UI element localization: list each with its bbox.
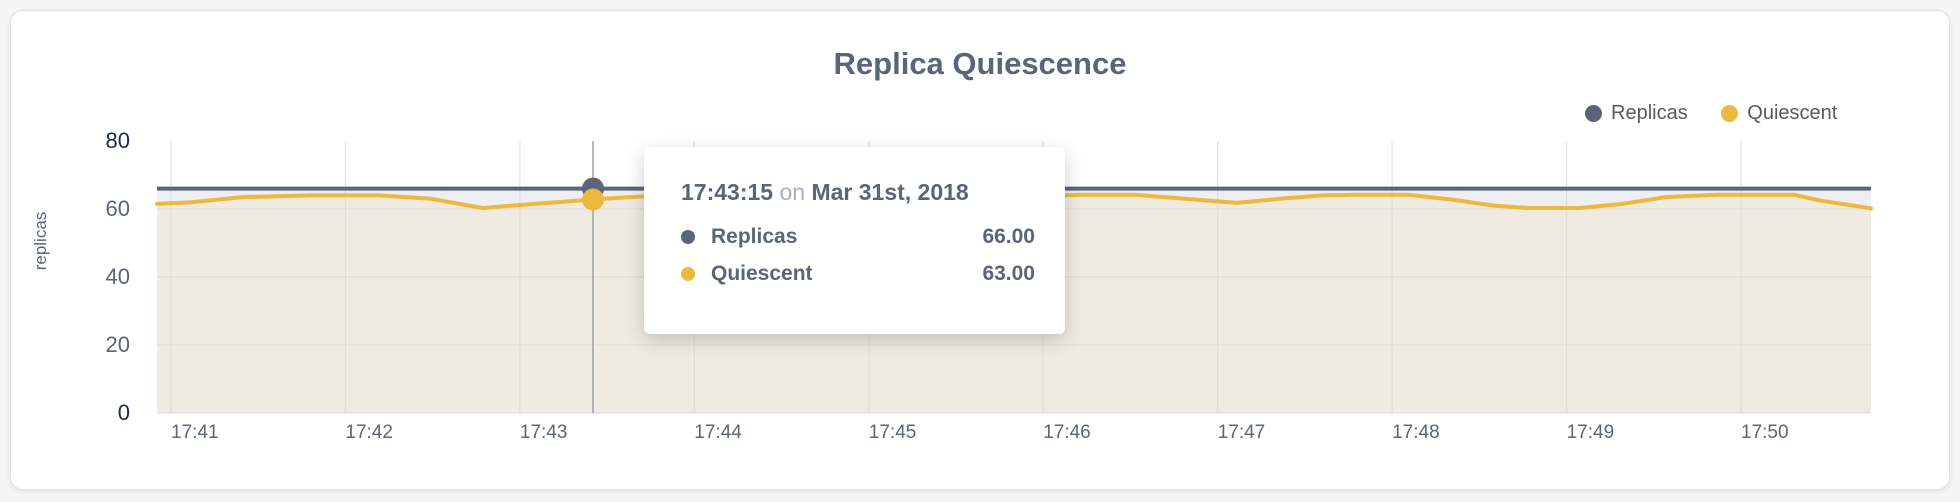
svg-text:17:44: 17:44 [694,422,742,443]
svg-text:17:50: 17:50 [1741,422,1789,443]
svg-text:17:42: 17:42 [345,422,393,443]
svg-text:0: 0 [118,400,130,425]
svg-text:17:41: 17:41 [171,422,219,443]
svg-text:17:47: 17:47 [1218,422,1266,443]
svg-text:17:46: 17:46 [1043,422,1091,443]
svg-text:20: 20 [106,332,130,357]
svg-text:80: 80 [106,128,130,153]
svg-text:17:48: 17:48 [1392,422,1440,443]
svg-text:17:43: 17:43 [520,422,568,443]
svg-text:17:49: 17:49 [1567,422,1615,443]
svg-text:60: 60 [106,196,130,221]
svg-text:40: 40 [106,264,130,289]
svg-text:17:45: 17:45 [869,422,917,443]
